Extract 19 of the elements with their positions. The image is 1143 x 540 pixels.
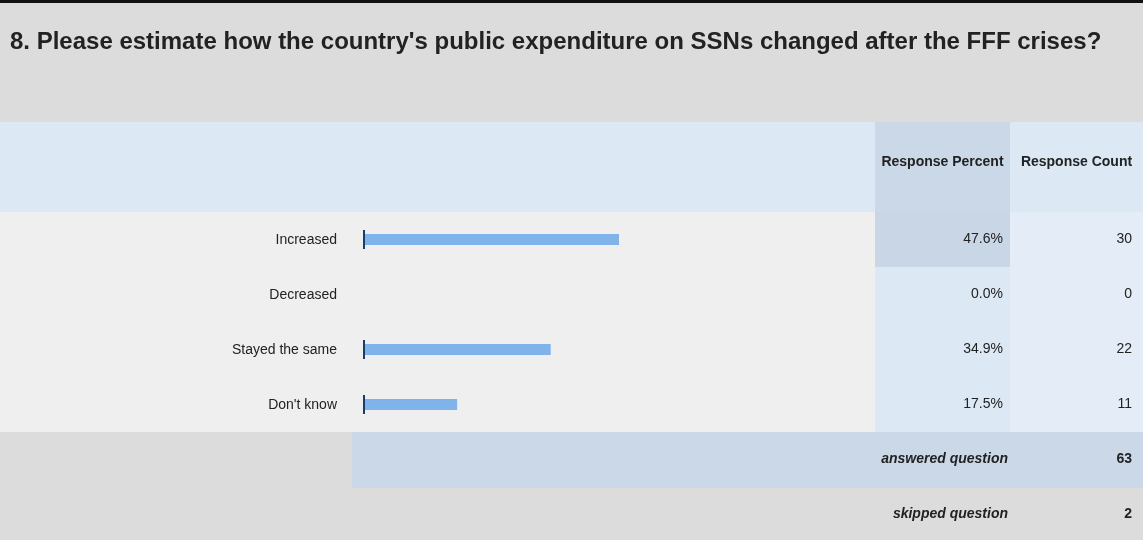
text: skipped question xyxy=(891,505,1008,521)
y-tick-label: Stayed the same xyxy=(231,341,338,358)
text: answered question xyxy=(880,450,1008,466)
text: Response Count xyxy=(1019,152,1134,171)
text: 0 xyxy=(1123,285,1132,301)
text: 2 xyxy=(1123,505,1132,521)
data-label: 0.0% xyxy=(970,285,1003,301)
data-label: 47.6% xyxy=(962,230,1003,246)
text: 63 xyxy=(1115,450,1132,466)
y-tick-label: Increased xyxy=(275,231,337,248)
text: 11 xyxy=(1116,395,1132,411)
data-label: 17.5% xyxy=(962,395,1003,411)
data-label: 34.9% xyxy=(962,340,1003,356)
text: 22 xyxy=(1115,340,1132,356)
text: 30 xyxy=(1115,230,1132,246)
y-tick-label: Don't know xyxy=(268,396,338,413)
y-tick-label: Decreased xyxy=(269,286,337,303)
chart-title: 8. Please estimate how the country's public expenditure on SSNs changed after the FFF crises? xyxy=(10,26,1103,56)
text: Response Percent xyxy=(880,152,1005,171)
